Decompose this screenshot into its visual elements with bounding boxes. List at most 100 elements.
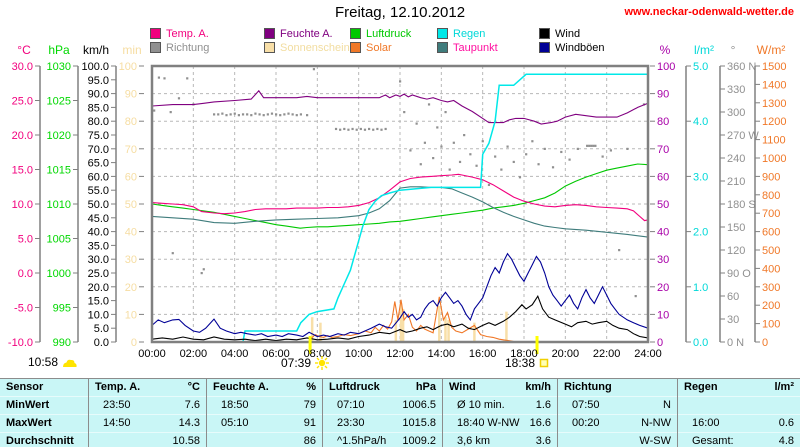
sunset-time: 18:38 bbox=[505, 356, 549, 370]
legend-swatch-icon bbox=[150, 42, 161, 53]
sunset-time-value: 18:38 bbox=[505, 356, 536, 370]
table-cell-temp-durchschnitt: 10.58 bbox=[172, 435, 200, 447]
svg-text:1300: 1300 bbox=[762, 98, 786, 110]
svg-text:40: 40 bbox=[125, 227, 137, 239]
svg-text:95.0: 95.0 bbox=[88, 75, 109, 87]
series-windböen bbox=[151, 252, 649, 338]
svg-text:16:00: 16:00 bbox=[469, 348, 497, 360]
axis-°: 0 N 30 60 90 O 120 150 180 S 210 240 270 W 300 330 3… bbox=[719, 43, 759, 349]
x-axis-labels: 00:00 02:00 04:00 06:00 08:00 10:00 12:00 14:00… bbox=[138, 348, 662, 360]
table-header-sensor: Sensor bbox=[0, 379, 88, 397]
svg-text:1400: 1400 bbox=[762, 79, 786, 91]
svg-text:08:00: 08:00 bbox=[304, 348, 332, 360]
svg-text:1010: 1010 bbox=[47, 199, 71, 211]
svg-text:995: 995 bbox=[53, 303, 71, 315]
sunrise-sun-icon bbox=[315, 356, 330, 370]
table-header-luftdruck: Luftdruck hPa bbox=[323, 379, 442, 397]
series-solar bbox=[308, 296, 516, 343]
table-col-regen: Regen l/m² 16:00 0.6 Gesamt: 4.8 bbox=[677, 379, 800, 447]
svg-text:990: 990 bbox=[53, 337, 71, 349]
svg-text:0: 0 bbox=[762, 337, 768, 349]
svg-text:60: 60 bbox=[727, 291, 739, 303]
svg-text:80: 80 bbox=[657, 116, 669, 128]
svg-text:5.0: 5.0 bbox=[94, 323, 109, 335]
svg-text:700: 700 bbox=[762, 208, 780, 220]
series-temp-a- bbox=[151, 173, 649, 222]
svg-text:1100: 1100 bbox=[762, 135, 786, 147]
axis-l/m²: 0.0 1.0 2.0 3.0 4.0 5.0 l/m² bbox=[685, 43, 714, 349]
axis-km/h: 0.0 5.0 10.015.0 20.0 25.0 30.0 35.040.0 45.0 50… bbox=[81, 43, 117, 349]
site-url-link[interactable]: www.neckar-odenwald-wetter.de bbox=[624, 6, 794, 18]
table-row-label-durchschnitt: Durchschnitt bbox=[6, 435, 74, 447]
svg-text:00:00: 00:00 bbox=[138, 348, 166, 360]
sunrise-marker bbox=[308, 336, 312, 354]
svg-text:70: 70 bbox=[125, 144, 137, 156]
svg-text:55.0: 55.0 bbox=[88, 185, 109, 197]
svg-text:180 S: 180 S bbox=[727, 199, 756, 211]
svg-text:06:00: 06:00 bbox=[262, 348, 290, 360]
svg-text:30: 30 bbox=[125, 254, 137, 266]
plot-grid bbox=[152, 66, 648, 342]
legend-swatch-icon bbox=[350, 42, 361, 53]
svg-text:l/m²: l/m² bbox=[694, 43, 714, 57]
legend-label: Windböen bbox=[555, 41, 605, 54]
legend-label: Sonnenschein bbox=[280, 41, 350, 54]
svg-text:10: 10 bbox=[657, 309, 669, 321]
sunset-marker bbox=[535, 336, 539, 354]
table-cell-richtung-minwert: 07:50 N bbox=[558, 397, 677, 415]
sunset-square-icon bbox=[539, 358, 549, 368]
legend-item-windböen: Windböen bbox=[539, 41, 605, 54]
svg-text:80: 80 bbox=[125, 116, 137, 128]
daylight-duration: 10:58 bbox=[28, 355, 78, 369]
svg-text:5.0: 5.0 bbox=[693, 61, 708, 73]
legend-item-luftdruck: Luftdruck bbox=[350, 27, 411, 40]
series-luftdruck bbox=[151, 163, 649, 229]
legend-item-taupunkt: Taupunkt bbox=[437, 41, 498, 54]
svg-text:hPa: hPa bbox=[48, 43, 70, 57]
svg-text:150: 150 bbox=[727, 222, 745, 234]
legend-swatch-icon bbox=[350, 28, 361, 39]
svg-text:30.0: 30.0 bbox=[12, 61, 33, 73]
svg-text:-10.0: -10.0 bbox=[8, 337, 33, 349]
legend-swatch-icon bbox=[539, 42, 550, 53]
svg-text:24:00: 24:00 bbox=[634, 348, 662, 360]
svg-text:30: 30 bbox=[657, 254, 669, 266]
table-cell-luftdruck-maxwert: 23:30 1015.8 bbox=[323, 415, 442, 433]
series-feuchte-a- bbox=[151, 89, 649, 125]
daylight-duration-value: 10:58 bbox=[28, 355, 59, 369]
svg-text:W/m²: W/m² bbox=[757, 43, 786, 57]
axis-°C: -10.0 -5.0 0.0 5.0 10.0 15.0 20.0 25.0 30.0 °C bbox=[8, 43, 41, 349]
series-richtung bbox=[153, 68, 646, 298]
legend-item-richtung: Richtung bbox=[150, 41, 209, 54]
table-header-regen: Regen l/m² bbox=[678, 379, 800, 397]
table-cell-regen-maxwert: 16:00 0.6 bbox=[678, 415, 800, 433]
series-wind bbox=[151, 294, 649, 342]
svg-text:20.0: 20.0 bbox=[88, 282, 109, 294]
table-cell-wind-maxwert: 18:40 W-NW 16.6 bbox=[443, 415, 557, 433]
svg-text:20: 20 bbox=[125, 282, 137, 294]
legend-label: Feuchte A. bbox=[280, 27, 333, 40]
svg-text:4.0: 4.0 bbox=[693, 116, 708, 128]
svg-text:500: 500 bbox=[762, 245, 780, 257]
axis-W/m²: 0 100 200 300 400 500 600 700 800 900 1000 1100 1200… bbox=[754, 43, 786, 349]
axis-hPa: 990 995 1000 1005 1010 1015 1020 1025 1030 hPa bbox=[47, 43, 79, 349]
svg-text:10.0: 10.0 bbox=[88, 309, 109, 321]
table-cell-feuchte-maxwert: 05:10 91 bbox=[207, 415, 322, 433]
table-cell-regen-minwert bbox=[678, 397, 800, 415]
svg-text:22:00: 22:00 bbox=[593, 348, 621, 360]
table-col-luftdruck: Luftdruck hPa 07:10 1006.5 23:30 1015.8 ^1.5hP… bbox=[322, 379, 442, 447]
svg-text:min: min bbox=[122, 43, 141, 57]
svg-text:°C: °C bbox=[17, 43, 31, 57]
table-cell-wind-minwert: Ø 10 min. 1.6 bbox=[443, 397, 557, 415]
table-col-temp: Temp. A. °C 23:50 7.6 14:50 14.3 10.58 bbox=[88, 379, 206, 447]
svg-text:60: 60 bbox=[657, 171, 669, 183]
table-col-sensor: Sensor MinWert MaxWert Durchschnitt bbox=[0, 379, 88, 447]
svg-text:30: 30 bbox=[727, 314, 739, 326]
svg-text:45.0: 45.0 bbox=[88, 213, 109, 225]
axis-min: 0 10 20 30 40 50 60 70 80 90 100 min bbox=[119, 43, 144, 349]
svg-text:400: 400 bbox=[762, 263, 780, 275]
svg-text:20.0: 20.0 bbox=[12, 130, 33, 142]
svg-text:12:00: 12:00 bbox=[386, 348, 414, 360]
svg-text:°: ° bbox=[731, 43, 736, 57]
svg-text:90: 90 bbox=[657, 89, 669, 101]
